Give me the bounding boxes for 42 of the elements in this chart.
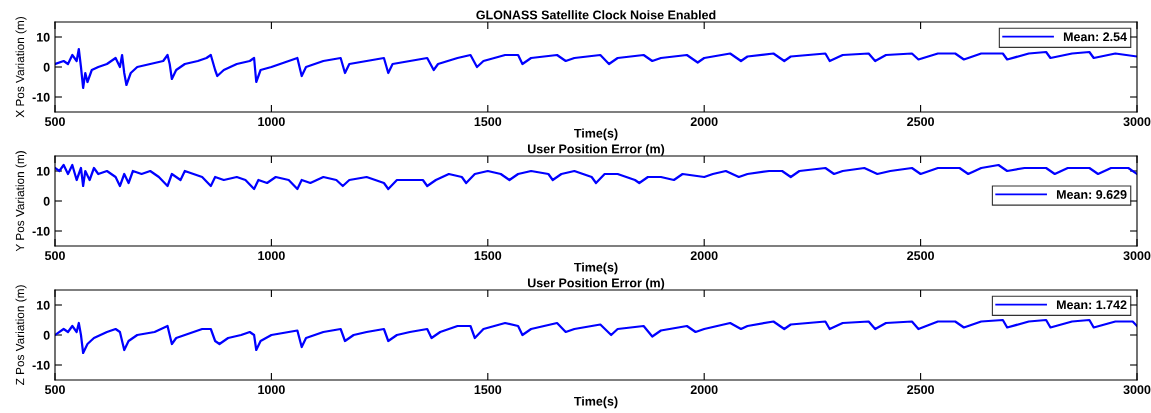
y-axis-title: Y Pos Variation (m)	[15, 151, 27, 252]
chart-title: GLONASS Satellite Clock Noise Enabled	[476, 10, 716, 20]
x-tick-label: 1500	[474, 385, 502, 395]
y-tick-label: -10	[32, 92, 50, 102]
x-tick-label: 1500	[474, 251, 502, 261]
x-axis-title: Time(s)	[574, 396, 618, 409]
x-tick-label: 2000	[690, 117, 718, 127]
y-tick-label: -10	[32, 360, 50, 370]
y-tick-label: 0	[43, 62, 50, 72]
x-tick-label: 2500	[907, 251, 934, 261]
x-tick-label: 1000	[258, 117, 285, 127]
x-tick-label: 1000	[258, 385, 285, 395]
x-tick-label: 1500	[474, 117, 502, 127]
chart-title: User Position Error (m)	[527, 278, 665, 290]
legend-label: Mean: 2.54	[1063, 32, 1127, 42]
y-tick-label: 0	[43, 196, 50, 206]
x-axis-title: Time(s)	[574, 262, 618, 275]
y-tick-label: 0	[43, 330, 50, 340]
x-tick-label: 3000	[1123, 251, 1151, 261]
x-tick-label: 3000	[1123, 385, 1151, 395]
line-series	[55, 47, 1137, 90]
series-label: Mean: 1.742	[1056, 300, 1127, 310]
x-tick-label: 3000	[1123, 117, 1151, 127]
y-axis-title: X Pos Variation (m)	[15, 16, 27, 118]
x-tick-label: 500	[44, 385, 65, 395]
x-axis-title: Time(s)	[574, 128, 618, 141]
line-series	[55, 163, 1137, 191]
y-tick-label: 10	[37, 32, 50, 42]
legend-label: Mean: 9.629	[1056, 190, 1127, 199]
x-tick-label: 1000	[258, 251, 285, 261]
chart-title: User Position Error (m)	[527, 144, 665, 156]
x-tick-label: 500	[44, 117, 65, 127]
y-tick-label: 10	[37, 166, 50, 176]
x-tick-label: 2500	[907, 117, 934, 127]
x-tick-label: 2000	[690, 385, 718, 395]
x-tick-label: 500	[44, 251, 65, 261]
y-tick-label: -10	[32, 226, 50, 236]
y-axis-title: Z Pos Variation (m)	[15, 285, 27, 386]
x-tick-label: 2000	[690, 251, 718, 261]
y-tick-label: 10	[37, 300, 50, 310]
line-series	[55, 318, 1137, 355]
x-tick-label: 2500	[907, 385, 934, 395]
